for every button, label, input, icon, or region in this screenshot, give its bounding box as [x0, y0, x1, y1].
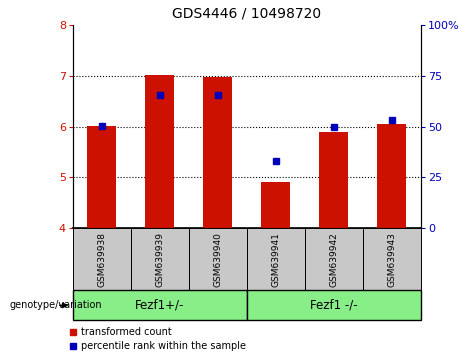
Bar [145, 75, 174, 228]
Bar [319, 132, 349, 228]
Bar [378, 124, 407, 228]
Text: GSM639940: GSM639940 [213, 232, 222, 287]
Bar [261, 182, 290, 228]
Text: GSM639941: GSM639941 [272, 232, 280, 287]
Text: Fezf1+/-: Fezf1+/- [135, 299, 184, 312]
Text: genotype/variation: genotype/variation [9, 300, 102, 310]
Bar [87, 126, 116, 228]
Text: GSM639942: GSM639942 [329, 232, 338, 287]
Text: GSM639943: GSM639943 [387, 232, 396, 287]
Bar [131, 228, 189, 290]
Bar [73, 290, 247, 320]
Bar [305, 228, 363, 290]
Title: GDS4446 / 10498720: GDS4446 / 10498720 [172, 7, 321, 21]
Bar [247, 228, 305, 290]
Text: Fezf1 -/-: Fezf1 -/- [310, 299, 358, 312]
Text: GSM639938: GSM639938 [97, 232, 106, 287]
Bar [189, 228, 247, 290]
Bar [203, 77, 232, 228]
Bar [73, 228, 131, 290]
Legend: transformed count, percentile rank within the sample: transformed count, percentile rank withi… [69, 325, 248, 353]
Text: GSM639939: GSM639939 [155, 232, 165, 287]
Bar [247, 290, 421, 320]
Bar [363, 228, 421, 290]
